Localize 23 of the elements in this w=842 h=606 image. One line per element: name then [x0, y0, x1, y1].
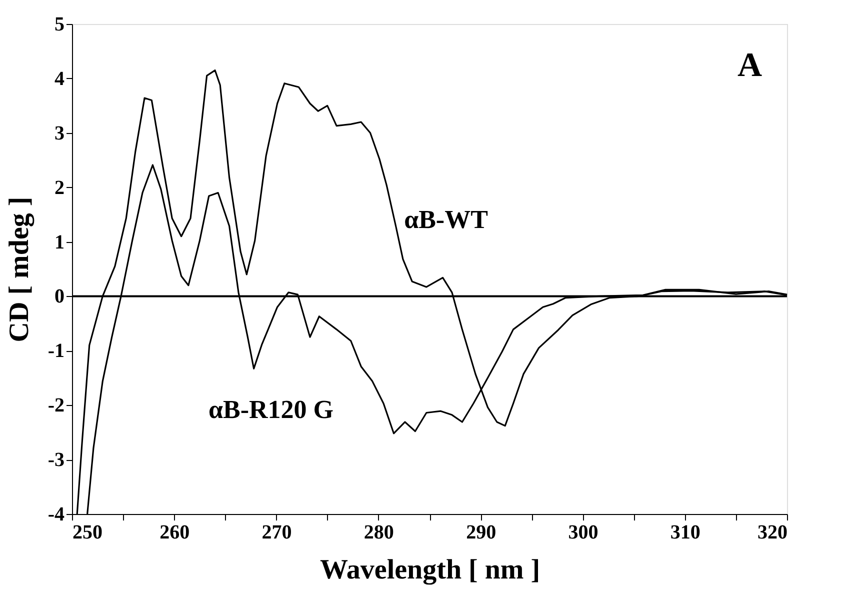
- x-tick-label: 300: [568, 522, 598, 544]
- x-tick-label: 260: [160, 522, 190, 544]
- y-tick-label: -4: [48, 504, 64, 526]
- y-tick-label: 0: [54, 286, 64, 308]
- x-axis-title: Wavelength [ nm ]: [320, 554, 540, 586]
- annotation: αB-R120 G: [208, 395, 334, 424]
- y-tick-label: -1: [48, 340, 64, 362]
- y-tick-label: 1: [54, 231, 64, 254]
- x-tick-label: 290: [466, 522, 496, 544]
- annotation: αB-WT: [404, 205, 488, 234]
- x-tick-label: 270: [262, 522, 292, 544]
- y-tick-label: 4: [54, 68, 64, 90]
- x-tick-label: 310: [670, 522, 700, 544]
- x-tick-label: 250: [72, 522, 102, 544]
- y-tick-label: 2: [54, 176, 64, 199]
- x-tick-label: 320: [758, 522, 788, 544]
- x-tick-label: 280: [364, 522, 394, 544]
- y-tick-label: -2: [48, 394, 64, 417]
- y-tick-label: 5: [54, 14, 64, 36]
- annotation: A: [737, 47, 762, 84]
- y-tick-label: -3: [48, 449, 64, 472]
- y-tick-label: 3: [54, 122, 64, 144]
- y-axis-title: CD [ mdeg ]: [4, 196, 35, 342]
